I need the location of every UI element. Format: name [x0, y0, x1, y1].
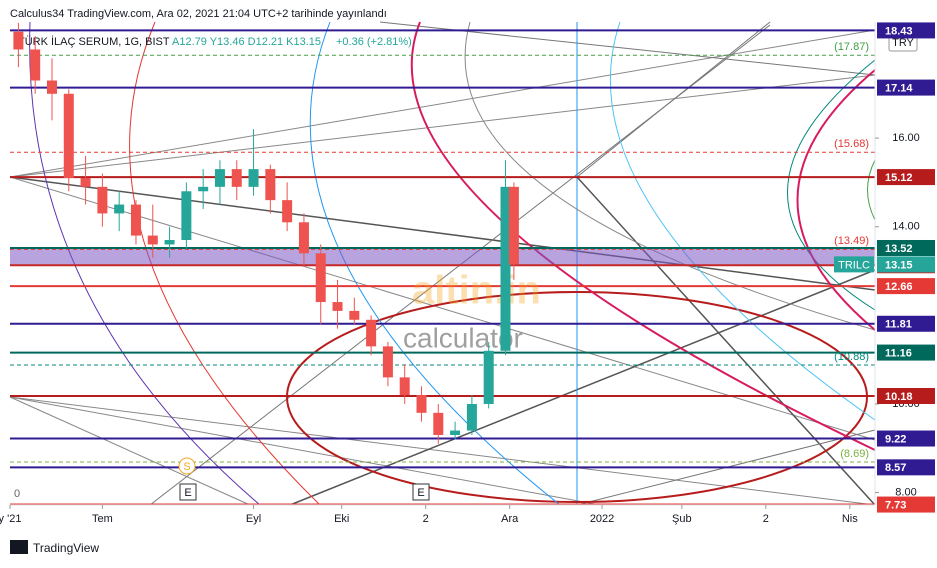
symbol-tag-label: TRILC [838, 259, 870, 271]
dashed-level-label: (15.68) [834, 138, 869, 150]
candle-body [97, 186, 108, 214]
level-tag-label: 17.14 [885, 82, 913, 94]
candle-body [508, 186, 519, 265]
footer: TradingView [33, 541, 99, 555]
candle-body [231, 169, 242, 187]
currency[interactable]: TRY [892, 37, 914, 49]
candle-body [164, 240, 175, 245]
candle-body [433, 412, 444, 435]
candle-body [282, 200, 293, 223]
candle-body [349, 310, 360, 320]
x-tick-label: 2022 [590, 513, 614, 525]
candle-body [181, 191, 192, 241]
level-tag [877, 79, 935, 96]
level-tag [877, 496, 935, 513]
x-tick-label: Eyl [246, 513, 261, 525]
candle-body [298, 222, 309, 254]
header: Calculus34 TradingView.com, Ara 02, 2021… [10, 8, 387, 20]
split-label[interactable]: S [183, 461, 190, 473]
candle-body [114, 204, 125, 214]
dashed-level-label: (8.69) [840, 448, 869, 460]
level-tag-label: 8.57 [885, 462, 906, 474]
candle-body [500, 186, 511, 351]
candle-body [248, 169, 259, 187]
level-tag-label: 12.66 [885, 281, 913, 293]
candle-body [198, 186, 209, 192]
candle-body [30, 49, 41, 81]
level-tag-label: 18.43 [885, 25, 913, 37]
dashed-level-label: (17.87) [834, 41, 869, 53]
level-tag [877, 315, 935, 332]
level-tag-label: 13.52 [885, 243, 913, 255]
legend-change: +0.36 (+2.81%) [336, 36, 412, 48]
earnings-marker[interactable] [412, 483, 430, 501]
range-band [10, 247, 875, 266]
level-tag-label: 9.22 [885, 433, 906, 445]
watermark-brand: altin.in [412, 269, 541, 313]
legend-symbol: TÜRK İLAÇ SERUM, 1G, BIST [18, 35, 170, 48]
candle-body [265, 169, 276, 201]
level-tag-label: 11.16 [885, 347, 912, 359]
x-tick-label: y '21 [0, 513, 21, 525]
candle-body [315, 253, 326, 303]
y-tick-label: 16.00 [892, 132, 920, 144]
level-tag [877, 387, 935, 404]
last-price-label: 13.15 [885, 259, 913, 271]
candle-body [13, 31, 24, 50]
x-tick-label: Eki [334, 513, 349, 525]
earnings-marker[interactable] [179, 483, 197, 501]
logo [10, 540, 28, 554]
watermark: altin.in calculator [403, 269, 541, 354]
earnings-label[interactable]: E [184, 487, 191, 499]
candle-body [80, 177, 91, 187]
candle-body [214, 169, 225, 187]
candle-body [399, 377, 410, 396]
level-tag [877, 344, 935, 361]
x-tick-label: 2 [423, 513, 429, 525]
candle-body [332, 302, 343, 311]
earnings-label[interactable]: E [417, 487, 424, 499]
y-tick-label: 8.00 [895, 486, 916, 498]
level-tag-label: 11.81 [885, 319, 912, 331]
symbol-tag [834, 256, 874, 273]
candle-body [366, 319, 377, 347]
candle-body [46, 80, 57, 94]
candle-body [382, 346, 393, 378]
dashed-level-label: (10.88) [834, 351, 869, 363]
level-tag [877, 278, 935, 295]
x-tick-label: Şub [672, 513, 692, 525]
candle-body [147, 235, 158, 245]
candle-body [450, 430, 461, 435]
x-tick-label: 2 [763, 513, 769, 525]
level-tag [877, 430, 935, 447]
level-tag [877, 459, 935, 476]
dashed-level-label: (13.49) [834, 235, 869, 247]
zero-marker: 0 [14, 488, 20, 500]
x-tick-label: Nis [842, 513, 858, 525]
level-tag [877, 239, 935, 256]
legend-ohlc: A12.79 Y13.46 D12.21 K13.15 [172, 36, 321, 48]
y-tick-label: 14.00 [892, 221, 920, 233]
level-tag-label: 10.18 [885, 391, 913, 403]
split-marker[interactable] [178, 457, 196, 475]
candle-body [63, 93, 74, 178]
level-tag-label: 7.73 [885, 499, 906, 511]
candle-body [130, 204, 141, 236]
x-tick-label: Tem [92, 513, 113, 525]
level-tag [877, 22, 935, 39]
candle-body [466, 403, 477, 431]
candle-body [483, 350, 494, 404]
x-tick-label: Ara [501, 513, 519, 525]
level-tag-label: 15.12 [885, 172, 913, 184]
last-price-tag [877, 256, 935, 273]
level-tag [877, 169, 935, 186]
candle-body [416, 395, 427, 413]
